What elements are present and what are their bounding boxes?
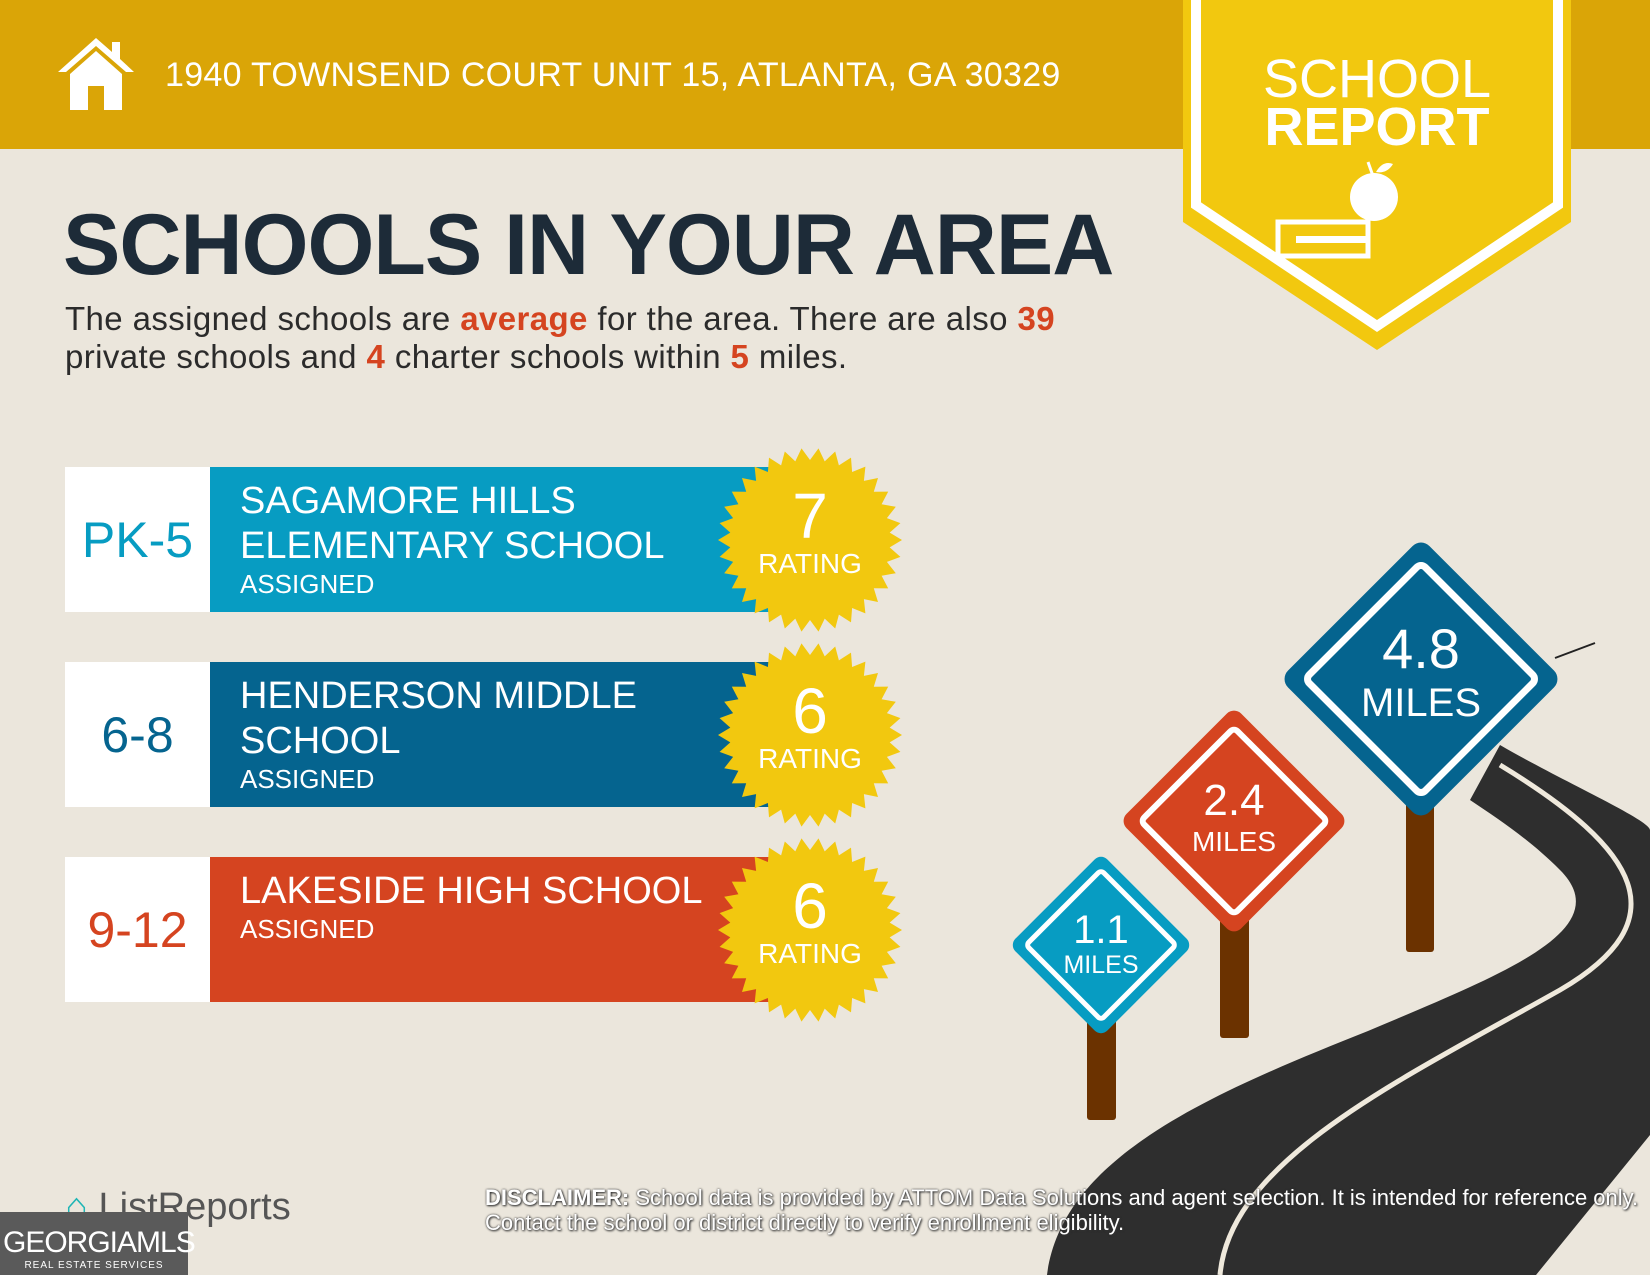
distance-unit: MILES (1361, 681, 1481, 725)
starburst-icon (718, 448, 902, 632)
school-row-elementary[interactable]: PK-5 SAGAMORE HILLS ELEMENTARY SCHOOL ASS… (65, 448, 902, 632)
distance-sign-high: 4.8 MILES (1284, 542, 1558, 816)
georgia-mls-logo: GEORGIAMLS REAL ESTATE SERVICES (0, 1212, 196, 1275)
rating-label: RATING (758, 743, 862, 774)
school-status: ASSIGNED (240, 569, 375, 599)
starburst-shape (718, 643, 902, 827)
grade-range: 6-8 (65, 662, 210, 807)
summary-text: The assigned schools are average for the… (65, 300, 1055, 375)
school-status: ASSIGNED (240, 764, 375, 794)
page-title: SCHOOLS IN YOUR AREA (63, 197, 1114, 293)
rating-badge: 6 RATING (718, 643, 902, 827)
starburst-shape (718, 838, 902, 1022)
grade-range: 9-12 (65, 857, 210, 1002)
school-row-high[interactable]: 9-12 LAKESIDE HIGH SCHOOL ASSIGNED 6 RATIN… (65, 838, 902, 1022)
rating-badge: 6 RATING (718, 838, 902, 1022)
starburst-icon (718, 838, 902, 1022)
distance-sign-elementary: 1.1 MILES (1012, 856, 1190, 1034)
rating-label: RATING (758, 548, 862, 579)
distance-value: 1.1 (1073, 908, 1129, 952)
distance-value: 2.4 (1203, 776, 1264, 825)
badge-line2: REPORT (1264, 97, 1489, 157)
sign-post (1087, 1010, 1116, 1120)
starburst-shape (718, 448, 902, 632)
rating-value: 6 (792, 870, 828, 942)
school-bar: SAGAMORE HILLS ELEMENTARY SCHOOL ASSIGNED (210, 467, 810, 612)
distance-unit: MILES (1192, 826, 1276, 857)
sign-post (1406, 780, 1434, 952)
school-row-middle[interactable]: 6-8 HENDERSON MIDDLE SCHOOL ASSIGNED 6 RAT… (65, 643, 902, 827)
sign-post (1220, 900, 1249, 1038)
property-address: 1940 TOWNSEND COURT UNIT 15, ATLANTA, GA… (165, 56, 1061, 94)
rating-label: RATING (758, 938, 862, 969)
distance-unit: MILES (1063, 951, 1138, 979)
school-name: HENDERSON MIDDLE SCHOOL (240, 675, 637, 762)
school-bar: HENDERSON MIDDLE SCHOOL ASSIGNED (210, 662, 810, 807)
school-report-badge: SCHOOL REPORT (1183, 0, 1571, 350)
disclaimer: DISCLAIMER: School data is provided by A… (485, 1185, 1639, 1235)
rating-value: 7 (792, 480, 828, 552)
grade-range: PK-5 (65, 467, 210, 612)
apple-books-icon (1275, 161, 1398, 259)
home-icon (58, 38, 134, 110)
starburst-icon (718, 643, 902, 827)
distance-value: 4.8 (1382, 617, 1460, 680)
badge-line1: SCHOOL (1263, 49, 1491, 109)
school-status: ASSIGNED (240, 914, 375, 944)
rating-badge: 7 RATING (718, 448, 902, 632)
school-name: SAGAMORE HILLS ELEMENTARY SCHOOL (240, 480, 665, 567)
distance-sign-middle: 2.4 MILES (1123, 710, 1345, 932)
school-bar: LAKESIDE HIGH SCHOOL ASSIGNED (210, 857, 810, 1002)
school-name: LAKESIDE HIGH SCHOOL (240, 870, 703, 912)
rating-value: 6 (792, 675, 828, 747)
